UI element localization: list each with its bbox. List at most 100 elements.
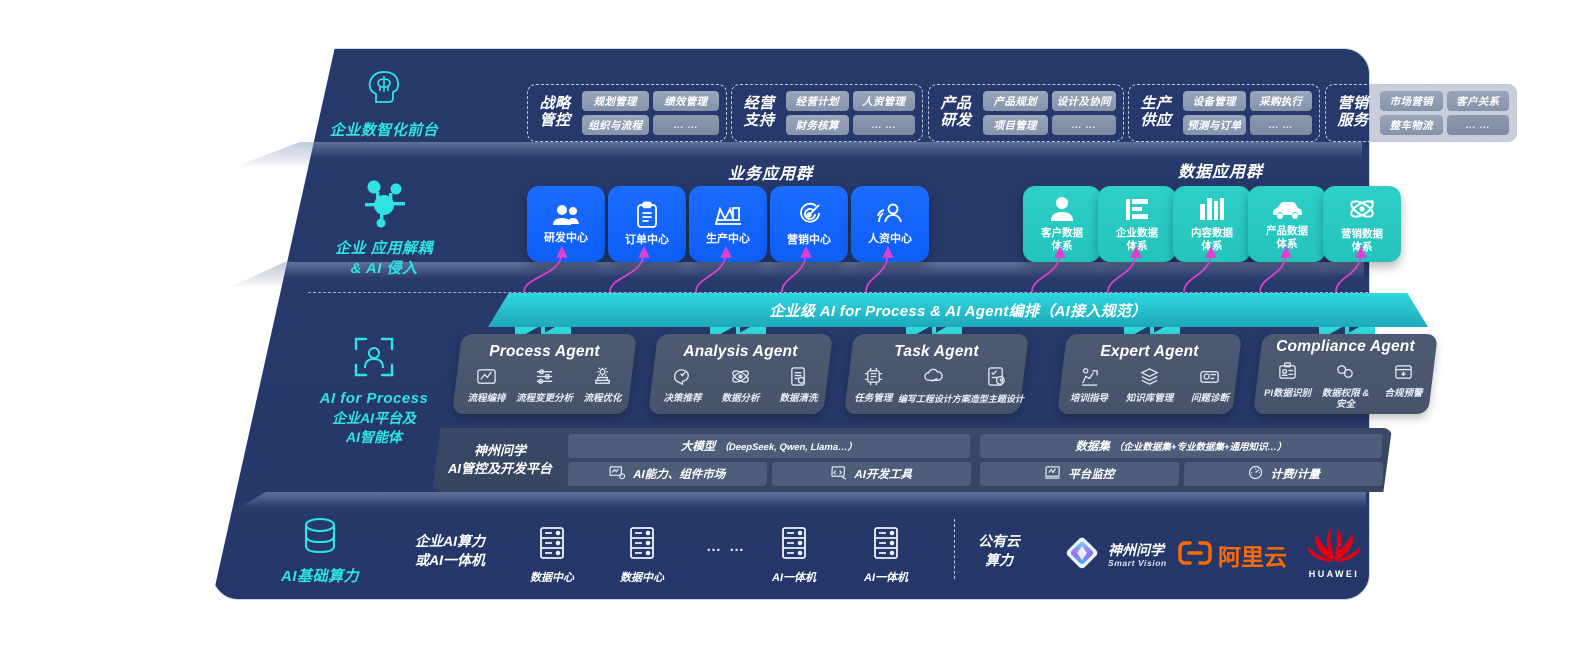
domain-chip[interactable]: … … — [1446, 115, 1509, 135]
agent-item-label: 合规预警 — [1384, 387, 1423, 399]
infra-node-label: AI一体机 — [772, 572, 816, 584]
domain-chip[interactable]: 财务核算 — [786, 115, 849, 135]
platform-dataset-row[interactable]: 数据集 （企业数据集+专业数据集+通用知识…） — [979, 434, 1383, 458]
cloud-pen-icon — [923, 366, 944, 392]
domain-chip[interactable]: 设计及协同 — [1051, 91, 1116, 111]
ellipsis-icon: … … — [706, 538, 747, 555]
app-card-rd[interactable]: 研发中心 — [527, 186, 605, 262]
rail-label: 企业数智化前台 — [329, 122, 439, 139]
domain-chip[interactable]: 产品规划 — [983, 91, 1048, 111]
domain-chip[interactable]: … … — [1051, 115, 1116, 135]
gauge-icon — [1246, 465, 1264, 483]
id-card-icon — [1277, 361, 1298, 387]
domain-chip[interactable]: 人资管理 — [852, 91, 915, 111]
agent-card-process[interactable]: Process Agent 流程编排 流程变更分析 流程优化 — [452, 334, 637, 414]
domain-name: 营销服务 — [1337, 95, 1369, 129]
agent-card-compliance[interactable]: Compliance Agent PI数据识别 数据权限 & 安全 合规预警 — [1253, 334, 1438, 414]
user-avatar-icon — [1050, 196, 1074, 222]
domain-chip[interactable]: … … — [852, 115, 915, 135]
data-card-product[interactable]: 产品数据 体系 — [1248, 186, 1326, 262]
domain-chip[interactable]: … … — [652, 115, 719, 135]
factory-icon — [713, 202, 743, 228]
domain-chip[interactable]: 设备管理 — [1183, 91, 1246, 111]
domain-chip[interactable]: 项目管理 — [983, 115, 1048, 135]
infra-node-label: 数据中心 — [620, 572, 664, 584]
data-card-customer[interactable]: 客户数据 体系 — [1023, 186, 1101, 262]
vendor-huawei[interactable]: HUAWEI — [1305, 524, 1363, 579]
infra-node-4[interactable]: AI一体机 — [864, 526, 908, 585]
platform-cell-market[interactable]: AI能力、组件市场 — [567, 462, 767, 486]
app-card-production[interactable]: 生产中心 — [689, 186, 767, 262]
ai-layer-divider — [308, 292, 1368, 293]
server-icon — [627, 526, 657, 565]
agent-item: 编写工程设计方案 — [897, 366, 970, 405]
checklist-clock-icon — [986, 366, 1007, 392]
data-card-label-1: 内容数据 — [1191, 227, 1233, 240]
domain-group-2[interactable]: 产品研发 产品规划 设计及协同 项目管理 … … — [928, 84, 1124, 142]
rail-front-office: 企业数智化前台 — [300, 68, 468, 141]
platform-left-column: 大模型 （DeepSeek, Qwen, Llama…） AI能力、组件市场 A… — [567, 434, 971, 486]
infra-private-line2: 或AI一体机 — [415, 551, 485, 568]
agent-item-label: 编写工程设计方案 — [897, 394, 970, 405]
platform-cell-devtools[interactable]: AI开发工具 — [771, 462, 971, 486]
rail-ai-for-process: AI for Process 企业AI平台及 AI智能体 — [290, 336, 458, 447]
code-tool-icon — [830, 465, 848, 483]
app-card-label: 人资中心 — [868, 233, 912, 246]
domain-chip[interactable]: 规划管理 — [582, 91, 649, 111]
app-card-marketing[interactable]: 营销中心 — [770, 186, 848, 262]
app-card-label: 研发中心 — [544, 232, 588, 245]
domain-group-0[interactable]: 战略管控 规划管理 绩效管理 组织与流程 … … — [527, 84, 727, 142]
database-icon — [236, 516, 404, 561]
domain-chip[interactable]: 整车物流 — [1380, 115, 1443, 135]
domain-chip[interactable]: 市场营销 — [1380, 91, 1443, 111]
agent-item-label: 流程编排 — [467, 393, 506, 405]
data-card-enterprise[interactable]: 企业数据 体系 — [1098, 186, 1176, 262]
infra-node-1[interactable]: 数据中心 — [620, 526, 664, 585]
domain-chip[interactable]: 绩效管理 — [652, 91, 719, 111]
agent-card-analysis[interactable]: Analysis Agent 决策推荐 数据分析 数据清洗 — [648, 334, 833, 414]
vendor-aliyun[interactable]: 阿里云 — [1178, 538, 1287, 572]
rail-label-2: & AI 侵入 — [350, 260, 418, 278]
agent-item: 问题诊断 — [1183, 366, 1237, 405]
domain-group-1[interactable]: 经营支持 经营计划 人资管理 财务核算 … … — [731, 84, 923, 142]
domain-chip[interactable]: 预测与订单 — [1183, 115, 1246, 135]
ai-orchestration-label: 企业级 AI for Process & AI Agent编排（AI接入规范） — [769, 302, 1147, 320]
data-card-content[interactable]: 内容数据 体系 — [1173, 186, 1251, 262]
agent-item-label: 数据清洗 — [779, 393, 818, 405]
domain-chip[interactable]: … … — [1249, 115, 1312, 135]
platform-llm-row[interactable]: 大模型 （DeepSeek, Qwen, Llama…） — [567, 434, 971, 458]
platform-llm-label: 大模型 — [680, 441, 716, 453]
atom-icon — [1348, 195, 1376, 223]
platform-name: 神州问学 AI管控及开发平台 — [432, 442, 568, 477]
infra-node-0[interactable]: 数据中心 — [530, 526, 574, 585]
data-card-label-2: 体系 — [1276, 237, 1298, 250]
platform-cell-billing[interactable]: 计费/计量 — [1183, 462, 1383, 486]
domain-chip[interactable]: 客户关系 — [1446, 91, 1509, 111]
rail-label: AI for Process — [319, 390, 429, 407]
infra-divider — [954, 519, 955, 579]
domain-chip[interactable]: 组织与流程 — [582, 115, 649, 135]
infra-node-3[interactable]: AI一体机 — [772, 526, 816, 585]
molecule-icon — [300, 178, 468, 233]
training-icon — [1079, 366, 1100, 392]
agent-card-task[interactable]: Task Agent 任务管理 编写工程设计方案 造型主题设计 — [844, 334, 1029, 414]
data-card-label-1: 营销数据 — [1341, 228, 1383, 241]
app-card-hr[interactable]: 人资中心 — [851, 186, 929, 262]
platform-name-line1: 神州问学 — [473, 443, 526, 459]
domain-chip[interactable]: 经营计划 — [786, 91, 849, 111]
domain-name: 经营支持 — [743, 95, 775, 129]
domain-group-3[interactable]: 生产供应 设备管理 采购执行 预测与订单 … … — [1128, 84, 1320, 142]
app-card-label: 生产中心 — [706, 233, 750, 246]
vendor-shenzhou[interactable]: 神州问学 Smart Vision — [1063, 534, 1167, 577]
app-card-order[interactable]: 订单中心 — [608, 186, 686, 262]
domain-chip[interactable]: 采购执行 — [1249, 91, 1312, 111]
data-card-marketing[interactable]: 营销数据 体系 — [1323, 186, 1401, 262]
domain-group-4[interactable]: 营销服务 市场营销 客户关系 整车物流 … … — [1325, 84, 1517, 142]
agent-card-expert[interactable]: Expert Agent 培训指导 知识库管理 问题诊断 — [1057, 334, 1242, 414]
agent-item: 合规预警 — [1376, 361, 1431, 411]
atom-icon — [730, 366, 751, 392]
platform-cell-monitor[interactable]: 平台监控 — [979, 462, 1179, 486]
market-icon — [609, 465, 627, 483]
platform-cell-label: AI能力、组件市场 — [633, 469, 726, 481]
